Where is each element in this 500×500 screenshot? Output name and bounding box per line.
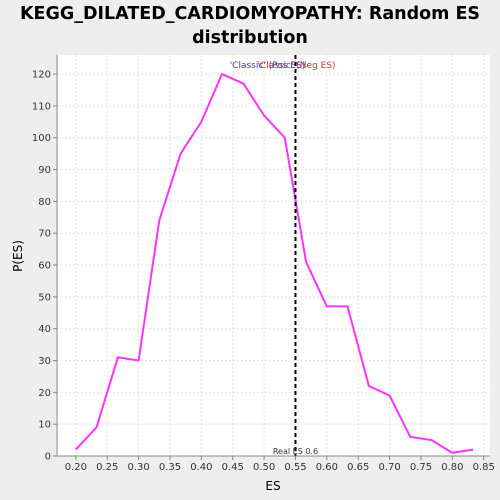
x-tick-label: 0.85 bbox=[473, 462, 495, 473]
x-tick-label: 0.25 bbox=[96, 462, 118, 473]
chart-title: KEGG_DILATED_CARDIOMYOPATHY: Random ES d… bbox=[0, 2, 500, 50]
x-tick-label: 0.65 bbox=[347, 462, 369, 473]
y-tick-label: 60 bbox=[38, 261, 51, 272]
x-tick-label: 0.75 bbox=[410, 462, 432, 473]
y-tick-label: 120 bbox=[32, 70, 51, 81]
x-tick-label: 0.55 bbox=[284, 462, 306, 473]
x-tick-label: 0.40 bbox=[190, 462, 212, 473]
legend: 'Classic' (Pos ES)'Classic' (Neg ES) bbox=[230, 61, 336, 71]
x-tick-label: 0.60 bbox=[316, 462, 338, 473]
legend-entry: 'Classic' (Pos ES) bbox=[230, 61, 306, 71]
x-tick-label: 0.30 bbox=[127, 462, 149, 473]
y-axis-title: P(ES) bbox=[11, 240, 25, 272]
series-lines bbox=[75, 72, 474, 454]
plot-background bbox=[57, 55, 490, 456]
axes bbox=[56, 55, 490, 457]
y-tick-label: 0 bbox=[45, 452, 51, 463]
x-tick-label: 0.20 bbox=[65, 462, 87, 473]
real-es-label: Real ES 0.6 bbox=[273, 447, 318, 456]
y-tick-label: 80 bbox=[38, 197, 51, 208]
series-line bbox=[75, 72, 474, 454]
y-tick-label: 100 bbox=[32, 133, 51, 144]
y-tick-label: 30 bbox=[38, 356, 51, 367]
chart-title-line-1: KEGG_DILATED_CARDIOMYOPATHY: Random ES bbox=[19, 4, 481, 24]
x-tick-label: 0.45 bbox=[222, 462, 244, 473]
gridlines bbox=[57, 55, 490, 457]
y-tick-label: 70 bbox=[38, 229, 51, 240]
chart-title-line-2: distribution bbox=[192, 28, 308, 48]
y-tick-label: 10 bbox=[38, 420, 51, 431]
x-axis-title: ES bbox=[265, 479, 280, 493]
plot-area bbox=[57, 55, 490, 456]
y-tick-label: 20 bbox=[38, 388, 51, 399]
x-tick-label: 0.70 bbox=[378, 462, 400, 473]
real-es-marker: Real ES 0.6 bbox=[273, 55, 318, 456]
y-tick-label: 40 bbox=[38, 324, 51, 335]
y-tick-label: 90 bbox=[38, 165, 51, 176]
x-tick-label: 0.80 bbox=[441, 462, 463, 473]
legend-entry: 'Classic' (Neg ES) bbox=[257, 61, 335, 71]
x-tick-label: 0.50 bbox=[253, 462, 275, 473]
y-axis-ticks: 0 10 20 30 40 50 60 70 80 90 100 110 120 bbox=[32, 70, 57, 463]
y-tick-label: 110 bbox=[32, 101, 51, 112]
x-tick-label: 0.35 bbox=[159, 462, 181, 473]
x-axis-ticks: 0.20 0.25 0.30 0.35 0.40 0.45 0.50 0.55 0.60 0.65… bbox=[65, 456, 495, 473]
y-tick-label: 50 bbox=[38, 292, 51, 303]
